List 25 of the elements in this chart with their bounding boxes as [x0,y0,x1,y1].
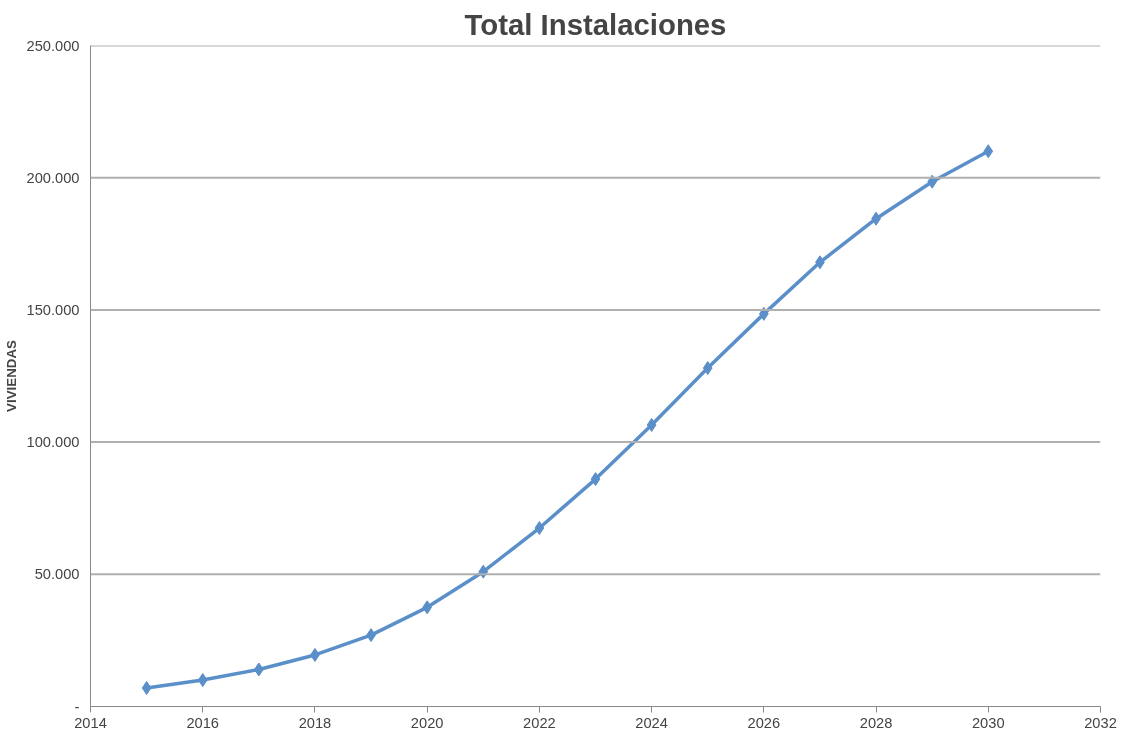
x-tick-label: 2018 [298,714,332,731]
x-tick-label: 2026 [747,714,781,731]
point [983,144,994,159]
x-tick-label: 2016 [186,714,220,731]
y-tick-label: 100.000 [26,434,80,451]
y-axis-title: VIVIENDAS [3,339,19,412]
y-tick-label: 250.000 [26,37,80,54]
x-tick-label: 2030 [971,714,1005,731]
x-tick-label: 2024 [635,714,668,731]
point [646,417,657,432]
y-tick-label: 50.000 [34,566,80,583]
point [197,673,208,688]
x-tick-label: 2022 [523,714,556,731]
point [702,361,713,376]
point [590,472,601,487]
x-tick-label: 2014 [74,714,107,731]
x-tick-label: 2032 [1084,714,1117,731]
point [141,680,152,695]
y-tick-label: 200.000 [26,169,80,186]
y-tick-label: - [74,698,80,715]
x-tick-label: 2028 [859,714,893,731]
point [534,521,545,536]
chart-title: Total Instalaciones [464,7,727,41]
x-tick-label: 2020 [410,714,444,731]
y-tick-label: 150.000 [26,301,80,318]
